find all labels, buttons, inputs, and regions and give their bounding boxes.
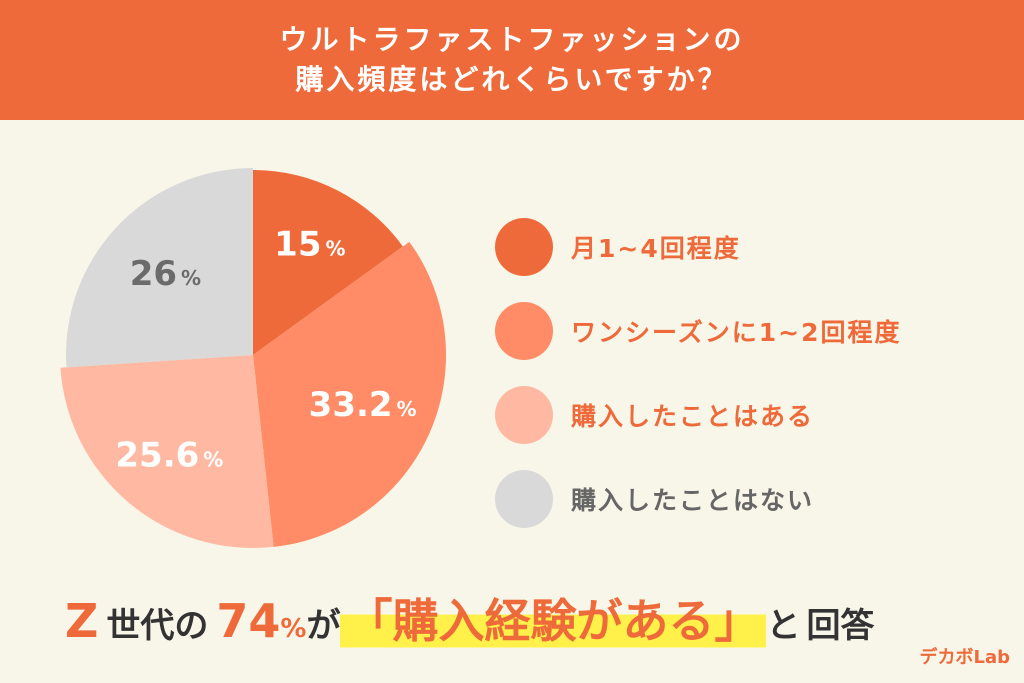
legend: 月1~4回程度ワンシーズンに1~2回程度 購入したことはある 購入したことはない	[495, 205, 902, 541]
pie-label: 15%	[274, 225, 345, 265]
legend-item: 購入したことはない	[495, 457, 902, 541]
pie-slice	[60, 355, 274, 548]
legend-swatch	[495, 302, 553, 360]
generation-text: 世代	[106, 606, 175, 646]
particle-ga: が	[306, 606, 341, 646]
legend-swatch	[495, 218, 553, 276]
pie-slice	[253, 170, 403, 355]
percent-value: 74	[216, 594, 281, 648]
legend-item: ワンシーズンに1~2回程度	[495, 289, 902, 373]
highlight: 「購入経験がある」	[340, 585, 767, 651]
legend-swatch	[495, 470, 553, 528]
particle-no: の	[174, 606, 209, 646]
legend-item: 月1~4回程度	[495, 205, 902, 289]
pie-chart: 15 % 33.2 % 25.6 % 26%	[60, 168, 446, 548]
open-bracket: 「	[346, 594, 393, 648]
legend-label: 月1~4回程度	[571, 234, 741, 263]
highlight-phrase: 購入経験がある	[392, 594, 715, 648]
conclusion-text: Z 世代 の 74 % が 「購入経験がある」 と 回答	[65, 585, 874, 651]
pie-label: 25.6%	[115, 436, 223, 476]
close-bracket: 」	[714, 594, 761, 648]
z-letter: Z	[65, 594, 99, 648]
title-line-1: ウルトラファストファッションの	[279, 23, 745, 56]
title-line-2: 購入頻度はどれくらいですか？	[295, 63, 729, 96]
legend-swatch	[495, 386, 553, 444]
title-banner: ウルトラファストファッションの 購入頻度はどれくらいですか？	[0, 0, 1024, 120]
pie-label: 33.2%	[309, 385, 417, 425]
percent-sign: %	[280, 614, 307, 644]
pie-label: 26%	[130, 254, 201, 294]
answer-text: 回答	[806, 606, 875, 646]
pie-slice	[66, 168, 253, 368]
legend-label: ワンシーズンに1~2回程度	[571, 318, 902, 347]
particle-to: と	[766, 606, 801, 646]
legend-item: 購入したことはある	[495, 373, 902, 457]
pie-slice	[253, 241, 446, 547]
brand-logo: デカボLab	[919, 647, 1010, 668]
legend-label: 購入したことはない	[571, 486, 815, 515]
legend-label: 購入したことはある	[571, 402, 815, 431]
